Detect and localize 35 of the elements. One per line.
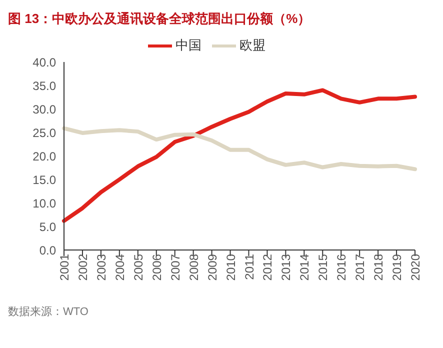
- y-tick-label: 30.0: [32, 102, 56, 116]
- x-tick-label: 2002: [76, 254, 90, 281]
- line-series: [62, 126, 417, 172]
- y-tick-label: 5.0: [39, 220, 56, 234]
- x-tick-label: 2013: [279, 254, 294, 281]
- x-tick-label: 2019: [390, 254, 404, 281]
- y-tick-label: 20.0: [32, 149, 56, 164]
- x-tick-label: 2012: [260, 254, 275, 281]
- x-tick-label: 2016: [334, 254, 349, 281]
- x-tick-label: 2004: [112, 254, 127, 281]
- x-tick-label: 2007: [168, 254, 182, 281]
- y-tick-label: 15.0: [32, 172, 56, 187]
- y-tick-label: 0.0: [39, 243, 56, 258]
- x-tick-label: 2003: [94, 254, 108, 281]
- line-series: [62, 88, 417, 223]
- chart-title: 图 13：中欧办公及通讯设备全球范围出口份额（%）: [8, 10, 312, 28]
- x-tick-label: 2018: [372, 254, 386, 281]
- source-note: 数据来源：WTO: [8, 305, 90, 319]
- x-tick-label: 2009: [205, 254, 220, 281]
- legend-label: 中国: [176, 37, 202, 52]
- x-tick-label: 2017: [353, 254, 368, 281]
- x-tick-label: 2005: [131, 254, 146, 281]
- x-tick-label: 2010: [224, 254, 238, 281]
- y-tick-label: 10.0: [32, 196, 56, 210]
- y-tick-label: 40.0: [32, 55, 56, 70]
- y-tick-label: 35.0: [32, 78, 56, 93]
- x-tick-label: 2020: [408, 254, 423, 281]
- x-tick-label: 2011: [242, 254, 256, 280]
- x-tick-label: 2014: [298, 254, 312, 281]
- x-tick-label: 2001: [58, 254, 72, 281]
- x-tick-label: 2008: [186, 254, 201, 281]
- x-tick-label: 2015: [316, 254, 330, 281]
- legend-label: 欧盟: [240, 37, 266, 52]
- y-tick-label: 25.0: [32, 126, 56, 140]
- x-tick-label: 2006: [150, 254, 164, 281]
